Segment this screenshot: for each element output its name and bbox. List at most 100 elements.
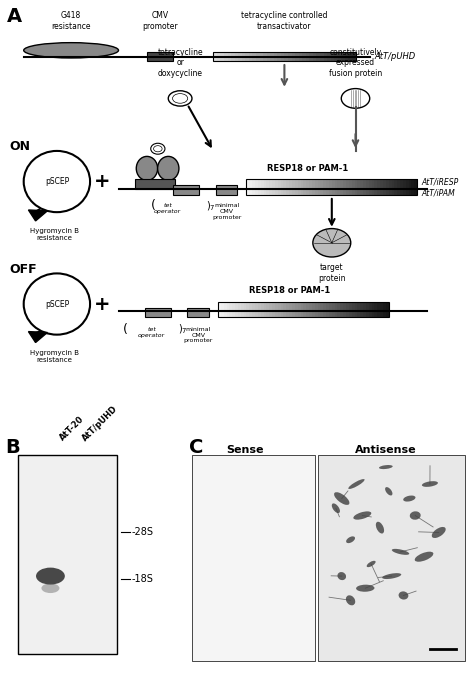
Bar: [320, 52, 324, 61]
Bar: [232, 302, 236, 317]
Bar: [272, 302, 275, 317]
Text: CMV
promoter: CMV promoter: [142, 11, 178, 30]
Text: pSCEP: pSCEP: [45, 177, 69, 186]
Text: pSCEP: pSCEP: [45, 299, 69, 308]
Bar: [343, 180, 346, 194]
Bar: [18, 455, 117, 653]
Bar: [329, 180, 332, 194]
Bar: [397, 180, 401, 194]
Bar: [235, 52, 238, 61]
Bar: [249, 180, 253, 194]
Bar: [218, 302, 221, 317]
Text: G418
resistance: G418 resistance: [51, 11, 91, 30]
Bar: [346, 180, 349, 194]
Bar: [346, 302, 349, 317]
Bar: [323, 180, 327, 194]
Bar: [283, 180, 287, 194]
Bar: [374, 180, 378, 194]
Bar: [301, 302, 304, 317]
Bar: [246, 302, 250, 317]
Bar: [341, 52, 345, 61]
Bar: [409, 180, 412, 194]
Ellipse shape: [382, 573, 401, 579]
Ellipse shape: [346, 536, 355, 543]
Text: ON: ON: [9, 140, 30, 153]
Polygon shape: [28, 332, 47, 343]
Bar: [323, 302, 327, 317]
Ellipse shape: [348, 479, 365, 489]
Bar: [246, 180, 250, 194]
Bar: [277, 52, 282, 61]
Text: )$_7$: )$_7$: [206, 199, 216, 213]
Ellipse shape: [367, 561, 375, 567]
Bar: [335, 302, 338, 317]
Bar: [315, 180, 318, 194]
Ellipse shape: [168, 91, 192, 106]
Bar: [235, 302, 238, 317]
Bar: [266, 302, 270, 317]
Bar: [315, 302, 318, 317]
Ellipse shape: [399, 592, 408, 600]
Bar: [278, 180, 281, 194]
Ellipse shape: [392, 549, 409, 555]
Ellipse shape: [24, 42, 119, 58]
Bar: [340, 302, 344, 317]
Bar: [406, 180, 409, 194]
Bar: [267, 52, 271, 61]
Text: +: +: [94, 172, 110, 191]
Text: Antisense: Antisense: [355, 446, 417, 455]
Bar: [231, 52, 235, 61]
Bar: [278, 302, 281, 317]
Bar: [340, 180, 344, 194]
Bar: [246, 180, 417, 194]
Bar: [363, 180, 366, 194]
Bar: [403, 180, 406, 194]
Text: minimal
CMV
promoter: minimal CMV promoter: [183, 327, 213, 343]
Bar: [242, 52, 246, 61]
Ellipse shape: [356, 585, 374, 592]
Bar: [360, 180, 364, 194]
Ellipse shape: [415, 552, 433, 562]
Bar: [327, 52, 331, 61]
Bar: [252, 52, 256, 61]
Text: Sense: Sense: [226, 446, 264, 455]
Circle shape: [24, 273, 90, 334]
Bar: [256, 52, 260, 61]
Ellipse shape: [332, 503, 340, 513]
Text: -28S: -28S: [131, 528, 154, 538]
Bar: [213, 52, 356, 61]
Text: C: C: [189, 438, 203, 457]
Bar: [377, 180, 381, 194]
Ellipse shape: [337, 572, 346, 580]
Bar: [392, 180, 395, 194]
Bar: [380, 302, 383, 317]
Bar: [411, 180, 415, 194]
Bar: [255, 180, 258, 194]
Bar: [238, 302, 241, 317]
Ellipse shape: [432, 527, 446, 538]
Bar: [261, 302, 264, 317]
Ellipse shape: [41, 583, 59, 593]
Bar: [323, 52, 328, 61]
Bar: [389, 180, 392, 194]
Bar: [227, 302, 230, 317]
Bar: [244, 302, 247, 317]
Bar: [345, 52, 349, 61]
Bar: [255, 302, 258, 317]
Bar: [228, 52, 231, 61]
Bar: [249, 52, 253, 61]
Bar: [317, 52, 320, 61]
Text: tetracycline
or
doxycycline: tetracycline or doxycycline: [157, 48, 203, 78]
Bar: [366, 302, 369, 317]
Bar: [269, 180, 273, 194]
Bar: [274, 52, 278, 61]
Text: A: A: [7, 7, 22, 26]
Bar: [332, 180, 335, 194]
Bar: [286, 302, 290, 317]
Bar: [252, 302, 255, 317]
Bar: [372, 180, 375, 194]
Bar: [377, 302, 381, 317]
Bar: [400, 180, 403, 194]
Text: tet
operator: tet operator: [138, 327, 165, 338]
Bar: [266, 180, 270, 194]
